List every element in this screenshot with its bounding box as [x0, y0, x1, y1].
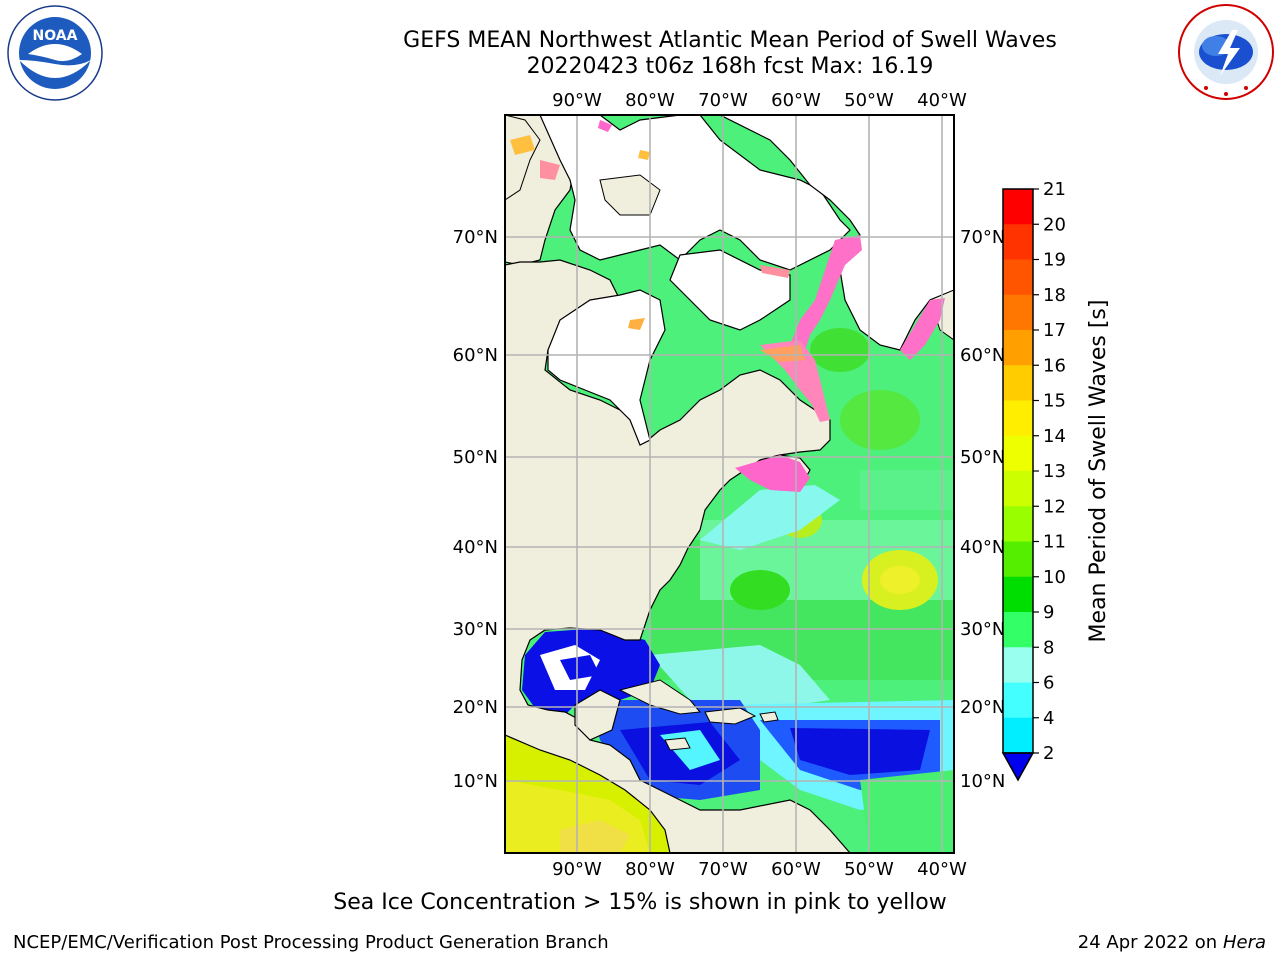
colorbar-tick-label: 21 — [1043, 179, 1066, 200]
colorbar-tick-label: 13 — [1043, 461, 1066, 482]
lat-label-70n-right: 70°N — [960, 227, 1005, 248]
colorbar-tick-label: 4 — [1043, 708, 1054, 729]
lon-label-50w-top: 50°W — [844, 90, 894, 111]
lat-label-40n-right: 40°N — [960, 537, 1005, 558]
colorbar-tick-label: 17 — [1043, 320, 1066, 341]
noaa-logo: NOAA — [7, 5, 103, 101]
colorbar-swatch — [1003, 330, 1033, 366]
colorbar-tick-label: 19 — [1043, 250, 1066, 271]
colorbar-tick-label: 10 — [1043, 567, 1066, 588]
lat-label-50n-left: 50°N — [453, 447, 498, 468]
colorbar-swatch — [1003, 365, 1033, 401]
noaa-logo-text: NOAA — [33, 28, 78, 44]
footer-host: Hera — [1222, 932, 1266, 953]
footer-date: 24 Apr 2022 on Hera — [1078, 932, 1266, 953]
lon-label-40w-top: 40°W — [917, 90, 967, 111]
colorbar — [1003, 189, 1033, 754]
colorbar-tick-label: 12 — [1043, 496, 1066, 517]
colorbar-swatch — [1003, 717, 1033, 754]
colorbar-label: Mean Period of Swell Waves [s] — [1086, 300, 1111, 643]
colorbar-tick-label: 14 — [1043, 426, 1066, 447]
colorbar-swatch — [1003, 471, 1033, 507]
map-gridlines — [505, 115, 954, 853]
map-title: GEFS MEAN Northwest Atlantic Mean Period… — [403, 28, 1057, 53]
colorbar-tick-label: 9 — [1043, 602, 1054, 623]
lon-label-90w-bottom: 90°W — [552, 859, 602, 880]
colorbar-ticks: 21 20 19 18 17 16 15 14 13 12 11 10 9 8 6 4 2 — [1033, 179, 1066, 764]
nws-logo — [1178, 4, 1274, 100]
colorbar-tick-label: 11 — [1043, 532, 1066, 553]
lon-label-80w-bottom: 80°W — [625, 859, 675, 880]
colorbar-tick-label: 15 — [1043, 391, 1066, 412]
colorbar-swatch — [1003, 647, 1033, 683]
sea-ice-caption: Sea Ice Concentration > 15% is shown in … — [333, 890, 947, 915]
lat-labels-left: 70°N 60°N 50°N 40°N 30°N 20°N 10°N — [453, 227, 498, 792]
lon-label-60w-bottom: 60°W — [771, 859, 821, 880]
lon-label-50w-bottom: 50°W — [844, 859, 894, 880]
lon-labels-bottom: 90°W 80°W 70°W 60°W 50°W 40°W — [552, 859, 967, 880]
colorbar-tick-label: 16 — [1043, 355, 1066, 376]
map-canvas — [505, 115, 954, 853]
lon-label-40w-bottom: 40°W — [917, 859, 967, 880]
colorbar-swatch — [1003, 259, 1033, 296]
colorbar-tick-label: 2 — [1043, 743, 1054, 764]
colorbar-tick-label: 20 — [1043, 214, 1066, 235]
lon-label-80w-top: 80°W — [625, 90, 675, 111]
colorbar-tick-label: 8 — [1043, 637, 1054, 658]
lat-label-30n-right: 30°N — [960, 619, 1005, 640]
lon-label-70w-top: 70°W — [698, 90, 748, 111]
colorbar-swatch — [1003, 294, 1033, 331]
colorbar-swatch — [1003, 400, 1033, 437]
lat-labels-right: 70°N 60°N 50°N 40°N 30°N 20°N 10°N — [960, 227, 1005, 792]
lat-label-30n-left: 30°N — [453, 619, 498, 640]
lon-labels-top: 90°W 80°W 70°W 60°W 50°W 40°W — [552, 90, 967, 111]
colorbar-swatch — [1003, 189, 1033, 225]
colorbar-swatch — [1003, 576, 1033, 613]
colorbar-swatch — [1003, 224, 1033, 260]
colorbar-tick-label: 18 — [1043, 285, 1066, 306]
lon-label-90w-top: 90°W — [552, 90, 602, 111]
footer-credit: NCEP/EMC/Verification Post Processing Pr… — [13, 932, 609, 953]
lat-label-50n-right: 50°N — [960, 447, 1005, 468]
lat-label-20n-right: 20°N — [960, 697, 1005, 718]
map-frame — [504, 114, 955, 854]
colorbar-tick-label: 6 — [1043, 673, 1054, 694]
colorbar-swatch — [1003, 541, 1033, 578]
lat-label-10n-left: 10°N — [453, 771, 498, 792]
lon-label-60w-top: 60°W — [771, 90, 821, 111]
colorbar-extend-arrow — [1001, 752, 1035, 782]
map-subtitle: 20220423 t06z 168h fcst Max: 16.19 — [526, 54, 934, 79]
colorbar-swatch — [1003, 612, 1033, 648]
lat-label-10n-right: 10°N — [960, 771, 1005, 792]
lat-label-40n-left: 40°N — [453, 537, 498, 558]
colorbar-swatch — [1003, 506, 1033, 542]
lon-label-70w-bottom: 70°W — [698, 859, 748, 880]
colorbar-swatch — [1003, 682, 1033, 719]
lat-label-70n-left: 70°N — [453, 227, 498, 248]
lat-label-20n-left: 20°N — [453, 697, 498, 718]
lat-label-60n-right: 60°N — [960, 345, 1005, 366]
colorbar-swatch — [1003, 435, 1033, 472]
lat-label-60n-left: 60°N — [453, 345, 498, 366]
footer-date-text: 24 Apr 2022 on — [1077, 932, 1223, 953]
